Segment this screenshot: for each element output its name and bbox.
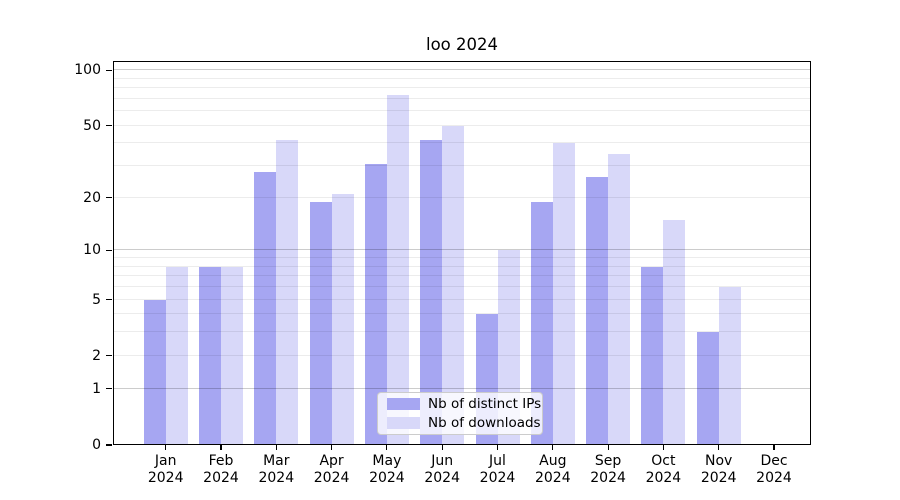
bar-downloads-mar	[276, 139, 299, 445]
y-tick-mark-2	[106, 355, 112, 357]
x-tick-label-dec: Dec 2024	[756, 453, 792, 486]
x-tick-mark-jun	[441, 445, 443, 450]
x-tick-mark-sep	[607, 445, 609, 450]
legend-swatch-distinct-ips	[387, 398, 420, 410]
gridline-y-5	[113, 298, 811, 300]
bar-downloads-aug	[552, 143, 575, 445]
bar-distinct-ips-may	[364, 163, 387, 445]
x-tick-mark-feb	[220, 445, 222, 450]
bar-downloads-apr	[331, 193, 354, 445]
x-tick-label-apr: Apr 2024	[313, 453, 350, 486]
gridline-y-8	[113, 265, 811, 267]
y-tick-label-50: 50	[83, 117, 101, 134]
bar-downloads-nov	[718, 286, 741, 445]
gridline-y-2	[113, 354, 811, 356]
chart-title: loo 2024	[425, 35, 498, 54]
gridline-y-60	[113, 110, 811, 112]
x-tick-label-nov: Nov 2024	[700, 453, 737, 486]
y-tick-label-5: 5	[92, 291, 101, 308]
x-tick-label-jul: Jul 2024	[479, 453, 516, 486]
x-tick-mark-jul	[496, 445, 499, 450]
legend: Nb of distinct IPs Nb of downloads	[377, 392, 543, 435]
bar-downloads-jan	[165, 266, 188, 445]
bar-distinct-ips-oct	[641, 266, 664, 445]
bar-downloads-sep	[608, 153, 631, 445]
bar-distinct-ips-mar	[254, 171, 277, 445]
gridline-y-40	[113, 142, 811, 144]
gridline-y-9	[113, 257, 811, 258]
y-tick-label-10: 10	[83, 242, 101, 259]
x-tick-label-jan: Jan 2024	[147, 453, 184, 486]
legend-item-distinct-ips: Nb of distinct IPs	[387, 396, 542, 412]
x-tick-label-oct: Oct 2024	[645, 453, 682, 486]
gridline-y-100	[113, 69, 811, 71]
x-tick-label-jun: Jun 2024	[424, 453, 460, 486]
x-tick-mark-oct	[662, 445, 664, 450]
x-tick-mark-jan	[165, 445, 167, 450]
gridline-y-90	[113, 77, 811, 79]
gridline-y-4	[113, 313, 811, 315]
y-tick-label-0: 0	[92, 437, 101, 453]
y-tick-mark-10	[106, 249, 112, 251]
x-tick-label-aug: Aug 2024	[534, 453, 571, 486]
gridline-y-30	[113, 165, 811, 167]
bar-downloads-oct	[663, 219, 686, 445]
y-tick-mark-100	[106, 69, 112, 71]
x-tick-mark-apr	[331, 445, 333, 450]
y-tick-mark-50	[106, 125, 112, 127]
legend-item-downloads: Nb of downloads	[387, 415, 542, 431]
bar-downloads-may	[386, 95, 409, 445]
bar-downloads-feb	[221, 266, 243, 445]
legend-label-distinct-ips: Nb of distinct IPs	[428, 396, 542, 412]
bar-distinct-ips-apr	[309, 201, 332, 445]
x-tick-label-sep: Sep 2024	[590, 453, 626, 486]
gridline-y-6	[113, 285, 811, 287]
gridline-y-10	[113, 249, 811, 251]
gridline-y-3	[113, 331, 811, 333]
bar-distinct-ips-feb	[199, 266, 221, 445]
gridline-y-20	[113, 196, 811, 198]
x-tick-label-mar: Mar 2024	[258, 453, 295, 486]
bar-distinct-ips-jan	[143, 299, 166, 445]
bar-distinct-ips-aug	[530, 201, 553, 445]
gridline-y-70	[113, 97, 811, 99]
x-tick-label-may: May 2024	[369, 453, 405, 486]
bar-distinct-ips-sep	[586, 177, 609, 445]
x-tick-mark-mar	[275, 445, 277, 450]
x-tick-mark-may	[386, 445, 388, 450]
bar-distinct-ips-nov	[696, 332, 719, 445]
y-tick-mark-20	[106, 197, 112, 199]
x-tick-label-feb: Feb 2024	[203, 453, 239, 486]
gridline-y-50	[113, 124, 811, 126]
y-tick-mark-5	[106, 298, 112, 301]
x-tick-mark-dec	[773, 445, 775, 450]
legend-label-downloads: Nb of downloads	[428, 415, 541, 431]
bar-downloads-jun	[442, 125, 465, 445]
plot-area	[113, 61, 811, 445]
y-tick-label-100: 100	[74, 62, 101, 79]
y-tick-label-2: 2	[92, 347, 101, 364]
x-tick-mark-aug	[552, 445, 554, 450]
y-tick-mark-1	[106, 388, 112, 390]
gridline-y-7	[113, 275, 811, 277]
legend-swatch-downloads	[387, 417, 420, 429]
gridline-y-80	[113, 87, 811, 88]
y-tick-label-1: 1	[92, 380, 101, 397]
x-tick-mark-nov	[718, 445, 720, 450]
bar-distinct-ips-jun	[420, 139, 443, 445]
y-tick-label-20: 20	[83, 189, 101, 206]
gridline-y-1	[113, 387, 811, 389]
y-tick-mark-0	[106, 444, 112, 446]
